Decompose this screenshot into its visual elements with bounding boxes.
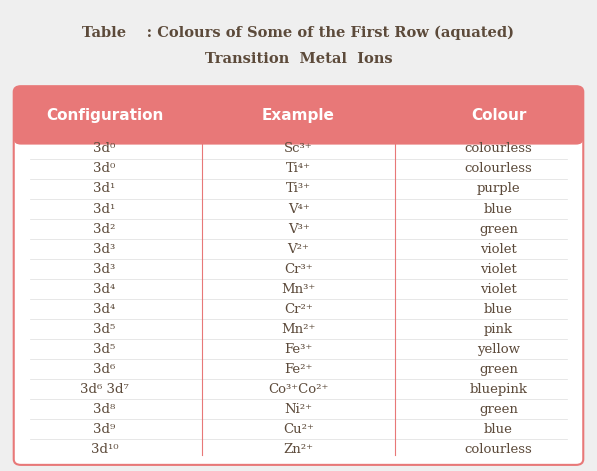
Text: Table    : Colours of Some of the First Row (aquated): Table : Colours of Some of the First Row… bbox=[82, 26, 515, 40]
Text: colourless: colourless bbox=[464, 443, 533, 456]
Text: blue: blue bbox=[484, 203, 513, 216]
Text: 3d⁰: 3d⁰ bbox=[93, 142, 116, 155]
Text: colourless: colourless bbox=[464, 162, 533, 176]
Text: V⁴⁺: V⁴⁺ bbox=[288, 203, 309, 216]
Text: violet: violet bbox=[480, 283, 517, 296]
Text: blue: blue bbox=[484, 422, 513, 436]
FancyBboxPatch shape bbox=[14, 86, 583, 465]
Text: bluepink: bluepink bbox=[469, 382, 528, 396]
Text: Co³⁺Co²⁺: Co³⁺Co²⁺ bbox=[268, 382, 329, 396]
Text: Example: Example bbox=[262, 108, 335, 123]
Text: V³⁺: V³⁺ bbox=[288, 222, 309, 236]
Text: Sc³⁺: Sc³⁺ bbox=[284, 142, 313, 155]
Text: 3d⁴: 3d⁴ bbox=[93, 283, 116, 296]
Text: V²⁺: V²⁺ bbox=[288, 243, 309, 256]
Text: Zn²⁺: Zn²⁺ bbox=[284, 443, 313, 456]
Text: Colour: Colour bbox=[471, 108, 526, 123]
Text: Cu²⁺: Cu²⁺ bbox=[283, 422, 314, 436]
Text: colourless: colourless bbox=[464, 142, 533, 155]
Text: green: green bbox=[479, 222, 518, 236]
Text: violet: violet bbox=[480, 243, 517, 256]
Text: 3d³: 3d³ bbox=[93, 262, 116, 276]
Text: green: green bbox=[479, 363, 518, 376]
Text: pink: pink bbox=[484, 323, 513, 336]
Text: Ni²⁺: Ni²⁺ bbox=[285, 403, 312, 416]
Text: 3d⁶: 3d⁶ bbox=[93, 363, 116, 376]
Text: Mn³⁺: Mn³⁺ bbox=[281, 283, 316, 296]
Text: 3d⁴: 3d⁴ bbox=[93, 302, 116, 316]
Text: 3d⁸: 3d⁸ bbox=[93, 403, 116, 416]
Text: 3d⁹: 3d⁹ bbox=[93, 422, 116, 436]
Text: Cr²⁺: Cr²⁺ bbox=[284, 302, 313, 316]
Text: 3d⁰: 3d⁰ bbox=[93, 162, 116, 176]
Text: 3d¹: 3d¹ bbox=[93, 203, 116, 216]
Text: Fe³⁺: Fe³⁺ bbox=[284, 342, 313, 356]
Text: 3d⁶ 3d⁷: 3d⁶ 3d⁷ bbox=[80, 382, 129, 396]
Text: 3d⁵: 3d⁵ bbox=[93, 342, 116, 356]
Text: Ti⁴⁺: Ti⁴⁺ bbox=[286, 162, 311, 176]
Bar bbox=[21, 115, 576, 139]
Text: Mn²⁺: Mn²⁺ bbox=[281, 323, 316, 336]
Text: 3d⁵: 3d⁵ bbox=[93, 323, 116, 336]
Text: Configuration: Configuration bbox=[46, 108, 163, 123]
Text: purple: purple bbox=[476, 182, 521, 195]
Text: yellow: yellow bbox=[477, 342, 520, 356]
Text: 3d¹⁰: 3d¹⁰ bbox=[91, 443, 118, 456]
Text: Transition  Metal  Ions: Transition Metal Ions bbox=[205, 52, 392, 66]
Text: blue: blue bbox=[484, 302, 513, 316]
Text: green: green bbox=[479, 403, 518, 416]
Text: 3d¹: 3d¹ bbox=[93, 182, 116, 195]
Text: Cr³⁺: Cr³⁺ bbox=[284, 262, 313, 276]
Text: 3d²: 3d² bbox=[93, 222, 116, 236]
FancyBboxPatch shape bbox=[14, 86, 583, 145]
Text: violet: violet bbox=[480, 262, 517, 276]
Text: Fe²⁺: Fe²⁺ bbox=[284, 363, 313, 376]
Text: 3d³: 3d³ bbox=[93, 243, 116, 256]
Text: Ti³⁺: Ti³⁺ bbox=[286, 182, 311, 195]
